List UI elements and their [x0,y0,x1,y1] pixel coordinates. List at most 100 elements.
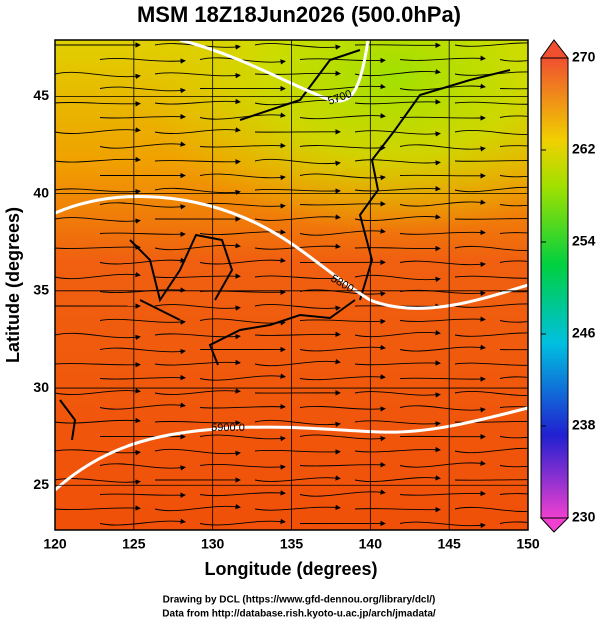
streamline [199,434,286,442]
streamline [299,201,386,207]
streamline [154,448,241,457]
streamline [399,316,486,322]
streamline [154,420,241,426]
streamline [199,112,286,120]
streamline [55,332,141,341]
streamline [99,202,186,210]
streamline [199,490,286,497]
streamline [55,101,141,107]
streamline [99,57,186,64]
streamline [354,506,441,513]
colorbar-bottom-arrow [539,517,570,533]
streamline [55,271,141,280]
streamline [154,273,241,279]
streamline [499,145,528,147]
streamline [454,275,528,279]
streamline [254,42,341,50]
streamline [299,462,386,468]
streamline [454,129,528,135]
streamline [399,521,486,529]
streamline [99,141,186,149]
streamline [454,186,528,193]
streamline [499,320,528,323]
streamline [199,518,286,526]
streamline [454,479,528,481]
streamline [399,405,486,413]
streamline [55,388,141,395]
streamline [399,115,486,121]
streamline [99,347,186,355]
streamline [354,69,441,77]
streamline [299,406,386,412]
streamline [254,158,341,167]
streamline [499,521,528,524]
x-tick-label: 150 [516,536,540,552]
x-tick-label: 120 [43,536,67,552]
x-tick-label: 140 [359,536,383,552]
streamline [55,417,141,424]
streamline [354,42,441,49]
streamline [154,242,241,251]
streamline [354,329,441,338]
streamline [354,245,441,252]
streamline [454,332,528,337]
streamline [99,231,186,237]
y-axis-label: Latitude (degrees) [3,207,23,363]
streamline [454,447,528,454]
streamline [299,113,386,120]
streamline [399,490,486,497]
streamline [454,160,528,162]
x-tick-label: 125 [122,536,146,552]
colorbar-tick-label: 230 [572,509,596,525]
y-tick-label: 25 [33,476,49,492]
streamline [55,244,141,250]
streamline [99,257,186,265]
streamline [354,130,441,137]
streamline [354,99,441,105]
streamline [299,374,386,381]
streamline [254,331,341,337]
streamline [354,446,441,453]
colorbar-tick-label: 254 [572,233,596,249]
streamline [299,489,386,497]
colorbar-top-arrow [540,39,570,59]
streamline [55,478,141,485]
streamline [154,503,241,512]
streamline [199,463,286,470]
streamline [399,229,486,236]
y-tick-label: 30 [33,379,49,395]
streamline [99,518,186,526]
streamline [454,506,528,512]
x-tick-label: 145 [437,536,461,552]
streamline [254,358,341,367]
streamline [99,374,186,381]
contour-5700 [179,40,370,103]
streamline [99,113,186,120]
streamline [55,188,141,195]
streamline [354,159,441,166]
streamline [499,349,528,351]
contour-label: 5900.0 [211,422,245,434]
streamline [454,362,528,366]
streamline [454,245,528,251]
credit: Drawing by DCL (https://www.gfd-dennou.o… [163,595,436,606]
streamline [399,55,486,61]
streamline [254,304,341,311]
colorbar [540,57,569,519]
colorbar-tick-label: 270 [572,49,596,65]
streamline [299,289,386,297]
streamline [154,98,241,105]
streamline [354,214,441,222]
streamline [399,460,486,468]
streamline [354,391,441,398]
streamline [254,275,341,282]
x-tick-label: 130 [201,536,225,552]
streamline [99,86,186,94]
streamline [55,71,141,80]
streamline [254,188,341,194]
streamline [499,406,528,408]
streamline [499,465,528,468]
streamline [99,492,186,498]
